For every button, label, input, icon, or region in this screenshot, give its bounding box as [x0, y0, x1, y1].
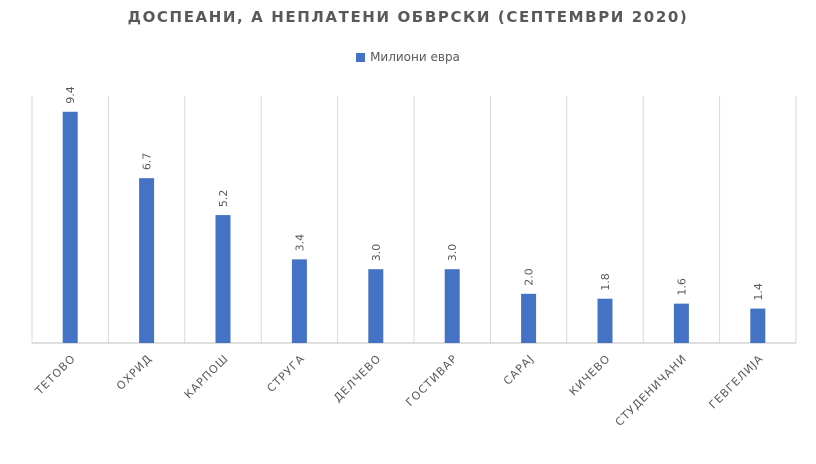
category-label: ДЕЛЧЕВО — [331, 352, 384, 405]
category-label: ТЕТОВО — [32, 352, 78, 398]
data-label: 1.4 — [752, 283, 765, 301]
bar — [444, 269, 460, 343]
bar — [291, 259, 307, 343]
bar — [521, 293, 537, 343]
data-label: 5.2 — [217, 190, 230, 208]
category-label: СТУДЕНИЧАНИ — [613, 352, 690, 429]
data-label: 1.6 — [675, 278, 688, 296]
bar — [368, 269, 384, 343]
bar — [139, 178, 155, 343]
bar — [62, 111, 78, 343]
legend-swatch — [356, 52, 366, 62]
category-label: КАРПОШ — [182, 352, 231, 401]
category-label: СТРУГА — [264, 352, 307, 395]
category-label: САРАЈ — [501, 352, 537, 388]
data-label: 3.0 — [446, 244, 459, 262]
data-label: 2.0 — [523, 268, 536, 286]
category-label: ГЕВГЕЛИЈА — [706, 352, 765, 411]
bar — [750, 308, 766, 343]
category-label: ГОСТИВАР — [403, 352, 460, 409]
data-label: 3.0 — [370, 244, 383, 262]
data-label: 1.8 — [599, 273, 612, 291]
bar — [597, 298, 613, 343]
legend-label: Милиони евра — [370, 50, 460, 64]
category-label: КИЧЕВО — [567, 352, 613, 398]
data-label: 9.4 — [64, 86, 77, 104]
bar — [215, 215, 231, 343]
data-label: 6.7 — [141, 153, 154, 171]
category-label: ОХРИД — [114, 352, 155, 393]
legend: Милиони евра — [0, 50, 816, 64]
data-label: 3.4 — [293, 234, 306, 252]
bar — [673, 303, 689, 343]
chart-title: ДОСПЕАНИ, А НЕПЛАТЕНИ ОБВРСКИ (СЕПТЕМВРИ… — [127, 8, 689, 26]
